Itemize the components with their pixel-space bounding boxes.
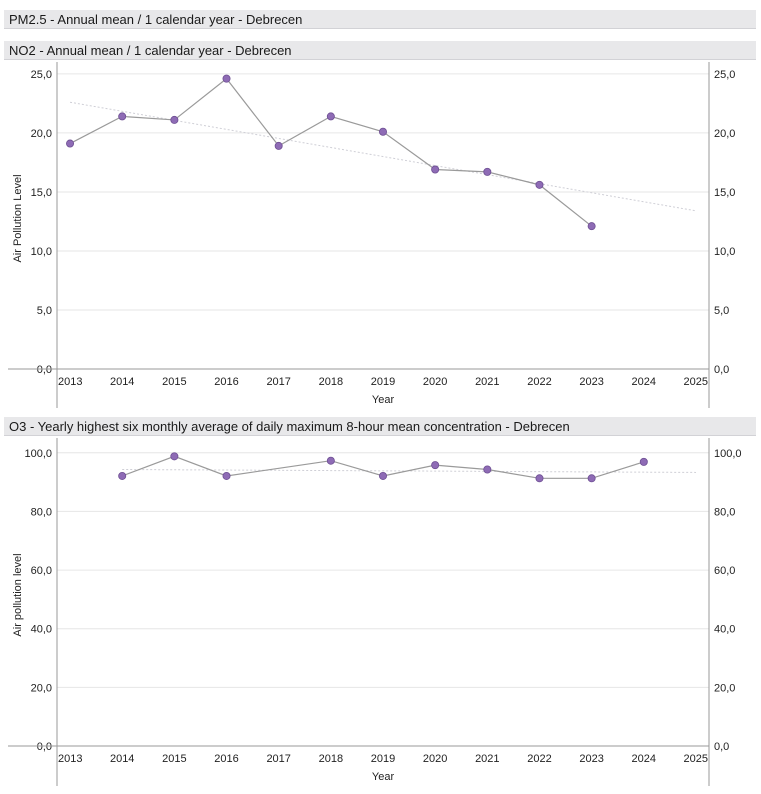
x-tick-label: 2018	[319, 753, 343, 765]
data-point	[118, 471, 127, 480]
data-point	[326, 112, 335, 121]
no2-chart: 0,0 0,0 5,0 5,0 10,0 10,0 15,0 15,0 20,0 20,0 25,0…	[8, 62, 735, 408]
x-tick-label: 2021	[475, 753, 499, 765]
data-point	[170, 115, 179, 124]
data-point	[326, 456, 335, 465]
y-tick-label-left: 0,0	[37, 364, 52, 376]
y-tick-label-left: 100,0	[24, 448, 52, 460]
data-point	[66, 139, 75, 148]
x-tick-label: 2015	[162, 753, 186, 765]
data-point	[483, 465, 492, 474]
data-point	[535, 180, 544, 189]
y-tick-label-left: 0,0	[37, 741, 52, 753]
y-tick-label-left: 5,0	[37, 305, 52, 317]
y-tick-label-right: 0,0	[714, 364, 729, 376]
x-axis-title: Year	[372, 394, 395, 406]
section-header-o3[interactable]: O3 - Yearly highest six monthly average …	[4, 417, 756, 436]
y-tick-label-left: 20,0	[31, 128, 52, 140]
series-line	[69, 77, 593, 227]
x-tick-label: 2013	[58, 753, 82, 765]
section-header-pm25[interactable]: PM2.5 - Annual mean / 1 calendar year - …	[4, 10, 756, 29]
x-tick-label: 2016	[214, 376, 238, 388]
y-tick-label-left: 25,0	[31, 69, 52, 81]
y-tick-label-right: 80,0	[714, 506, 735, 518]
x-tick-label: 2018	[319, 376, 343, 388]
y-axis-title: Air pollution level	[12, 553, 24, 636]
y-tick-label-right: 60,0	[714, 565, 735, 577]
y-tick-label-right: 20,0	[714, 128, 735, 140]
series-line	[121, 455, 644, 479]
trend-line	[69, 101, 697, 212]
x-tick-label: 2023	[579, 376, 603, 388]
x-tick-label: 2017	[266, 376, 290, 388]
y-tick-label-left: 60,0	[31, 565, 52, 577]
y-tick-label-right: 100,0	[714, 448, 742, 460]
y-tick-label-right: 20,0	[714, 682, 735, 694]
x-tick-label: 2015	[162, 376, 186, 388]
data-point	[222, 74, 231, 83]
x-tick-label: 2022	[527, 376, 551, 388]
data-point	[431, 461, 440, 470]
x-tick-label: 2023	[579, 753, 603, 765]
x-tick-label: 2019	[371, 376, 395, 388]
y-tick-label-left: 15,0	[31, 187, 52, 199]
data-point	[639, 457, 648, 466]
y-tick-label-left: 10,0	[31, 246, 52, 258]
x-tick-label: 2013	[58, 376, 82, 388]
x-tick-label: 2019	[371, 753, 395, 765]
y-axis-title: Air Pollution Level	[12, 174, 24, 262]
x-tick-label: 2016	[214, 753, 238, 765]
x-tick-label: 2020	[423, 753, 447, 765]
y-tick-label-right: 5,0	[714, 305, 729, 317]
x-tick-label: 2021	[475, 376, 499, 388]
x-axis-title: Year	[372, 771, 395, 783]
y-tick-label-right: 25,0	[714, 69, 735, 81]
x-tick-label: 2017	[266, 753, 290, 765]
data-point	[587, 474, 596, 483]
data-point	[170, 452, 179, 461]
section-header-no2[interactable]: NO2 - Annual mean / 1 calendar year - De…	[4, 41, 756, 60]
data-point	[118, 112, 127, 121]
y-tick-label-right: 10,0	[714, 246, 735, 258]
y-tick-label-left: 20,0	[31, 682, 52, 694]
y-tick-label-left: 80,0	[31, 506, 52, 518]
x-tick-label: 2014	[110, 753, 134, 765]
data-point	[274, 141, 283, 150]
y-tick-label-right: 40,0	[714, 624, 735, 636]
data-point	[378, 127, 387, 136]
x-tick-label: 2024	[632, 753, 656, 765]
data-point	[378, 471, 387, 480]
x-tick-label: 2020	[423, 376, 447, 388]
data-point	[535, 474, 544, 483]
x-tick-label: 2024	[632, 376, 656, 388]
data-point	[222, 471, 231, 480]
x-tick-label: 2014	[110, 376, 134, 388]
y-tick-label-right: 15,0	[714, 187, 735, 199]
y-tick-label-right: 0,0	[714, 741, 729, 753]
o3-chart: 0,0 0,0 20,0 20,0 40,0 40,0 60,0 60,0 80,0 80,0 10…	[8, 438, 742, 786]
x-tick-label: 2022	[527, 753, 551, 765]
data-point	[431, 165, 440, 174]
y-tick-label-left: 40,0	[31, 624, 52, 636]
x-tick-label: 2025	[684, 376, 708, 388]
data-point	[483, 167, 492, 176]
x-tick-label: 2025	[684, 753, 708, 765]
data-point	[587, 222, 596, 231]
